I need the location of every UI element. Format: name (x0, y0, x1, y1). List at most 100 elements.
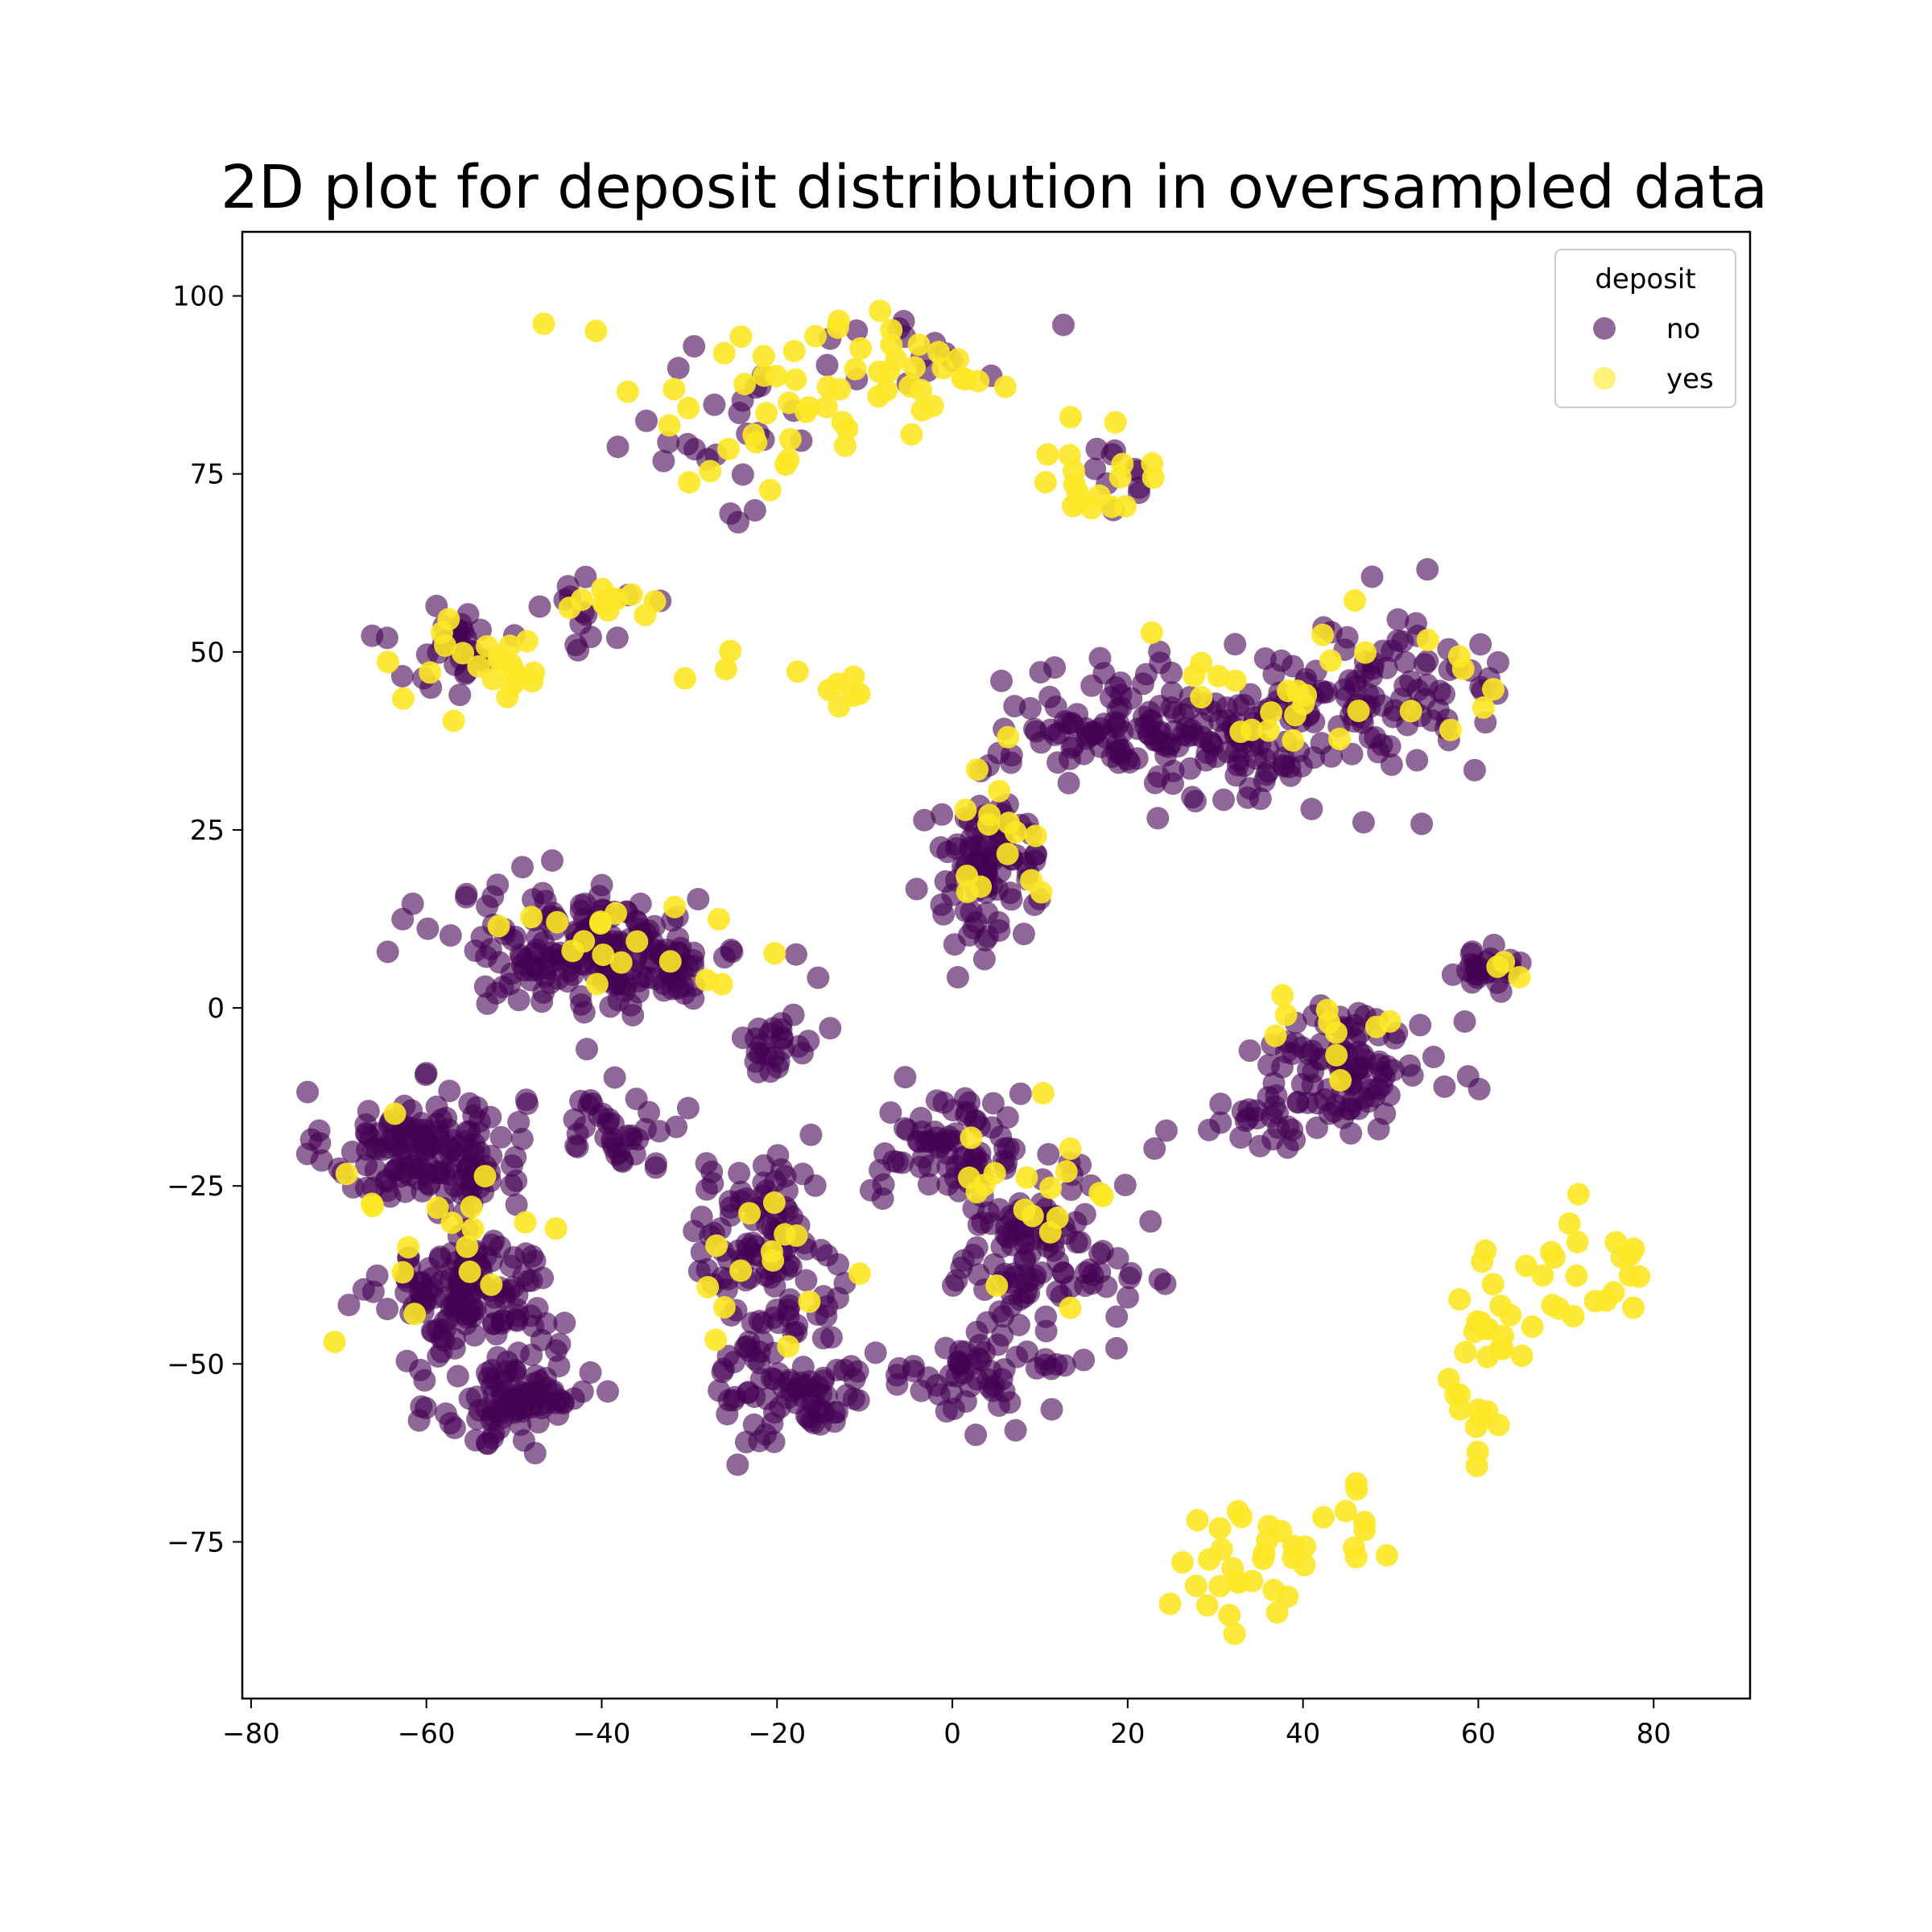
point-yes (419, 661, 442, 684)
point-no (997, 1226, 1020, 1249)
point-yes (1454, 1340, 1477, 1364)
point-no (597, 1112, 620, 1135)
point-no (1118, 1266, 1141, 1290)
y-axis: −75 −50 −25 0 25 50 75 100 (167, 281, 242, 1558)
point-yes (752, 345, 775, 368)
point-no (473, 975, 497, 998)
point-no (1034, 1305, 1058, 1328)
point-yes (1229, 720, 1253, 744)
point-no (486, 873, 510, 897)
point-yes (501, 673, 524, 696)
point-no (999, 751, 1022, 774)
point-no (1088, 646, 1112, 670)
point-no (1148, 1268, 1171, 1291)
point-yes (1375, 1544, 1398, 1567)
point-no (894, 1066, 917, 1089)
point-no (511, 856, 534, 879)
point-no (1025, 1356, 1048, 1380)
point-yes (777, 448, 800, 472)
point-no (569, 985, 592, 1008)
point-no (1381, 1059, 1405, 1082)
point-yes (458, 1260, 481, 1283)
point-no (1209, 1092, 1232, 1116)
point-yes (1311, 1505, 1335, 1529)
point-no (1141, 710, 1164, 733)
point-yes (1437, 1368, 1460, 1391)
x-tick-label: −80 (222, 1718, 280, 1750)
point-no (1072, 1348, 1096, 1372)
point-no (1463, 758, 1486, 782)
point-yes (1183, 664, 1206, 687)
point-no (979, 844, 1002, 868)
point-yes (714, 658, 737, 681)
point-no (986, 1333, 1009, 1356)
point-yes (592, 943, 615, 967)
point-no (667, 357, 690, 380)
point-no (976, 1311, 999, 1334)
point-no (743, 499, 766, 522)
point-yes (1039, 1176, 1063, 1199)
point-yes (1447, 645, 1471, 668)
point-yes (1473, 1316, 1496, 1340)
point-no (1212, 788, 1235, 811)
point-yes (804, 324, 827, 348)
x-tick-label: 60 (1461, 1718, 1496, 1750)
point-no (727, 510, 749, 534)
x-tick-label: 0 (943, 1718, 961, 1750)
x-tick-label: 20 (1110, 1718, 1145, 1750)
point-no (762, 1430, 786, 1454)
point-no (539, 972, 562, 995)
point-no (361, 624, 384, 647)
point-yes (1334, 1500, 1357, 1523)
point-yes (903, 356, 926, 379)
point-yes (1186, 1509, 1209, 1532)
point-yes (795, 400, 818, 423)
point-no (1286, 1091, 1310, 1114)
point-no (395, 1349, 419, 1373)
point-no (625, 1088, 648, 1111)
x-tick-label: 80 (1637, 1718, 1671, 1750)
y-tick-label: 100 (172, 281, 225, 313)
point-no (1148, 640, 1171, 663)
point-no (1154, 1119, 1178, 1142)
point-no (1344, 1028, 1367, 1051)
point-yes (778, 391, 801, 415)
point-no (728, 1162, 751, 1185)
point-yes (1474, 1239, 1497, 1262)
point-no (567, 638, 590, 662)
point-no (476, 992, 499, 1015)
point-no (1310, 732, 1333, 755)
point-yes (1059, 1296, 1082, 1319)
point-no (1044, 696, 1067, 719)
point-yes (335, 1162, 358, 1186)
point-no (520, 1344, 543, 1367)
point-yes (663, 378, 686, 401)
point-yes (1055, 1160, 1078, 1183)
point-no (1381, 705, 1405, 729)
point-yes (383, 1102, 407, 1125)
point-yes (1567, 1183, 1590, 1206)
point-yes (960, 1126, 983, 1150)
point-no (743, 1385, 766, 1409)
point-yes (954, 799, 977, 822)
point-yes (1543, 1245, 1566, 1269)
legend: deposit no yes (1554, 249, 1736, 408)
point-yes (983, 1162, 1006, 1185)
point-no (954, 899, 977, 923)
point-no (695, 1178, 718, 1201)
point-no (815, 1295, 839, 1318)
point-yes (954, 368, 977, 391)
point-yes (1210, 1538, 1233, 1561)
point-no (1146, 807, 1170, 830)
point-yes (1230, 1505, 1253, 1529)
point-no (576, 1038, 598, 1061)
point-no (502, 1363, 526, 1385)
point-yes (1059, 406, 1082, 429)
point-yes (1013, 1198, 1036, 1221)
point-no (784, 943, 807, 966)
point-no (476, 894, 499, 918)
point-no (420, 1319, 444, 1343)
point-no (708, 1379, 731, 1402)
point-no (1401, 1063, 1424, 1087)
point-yes (643, 590, 667, 613)
